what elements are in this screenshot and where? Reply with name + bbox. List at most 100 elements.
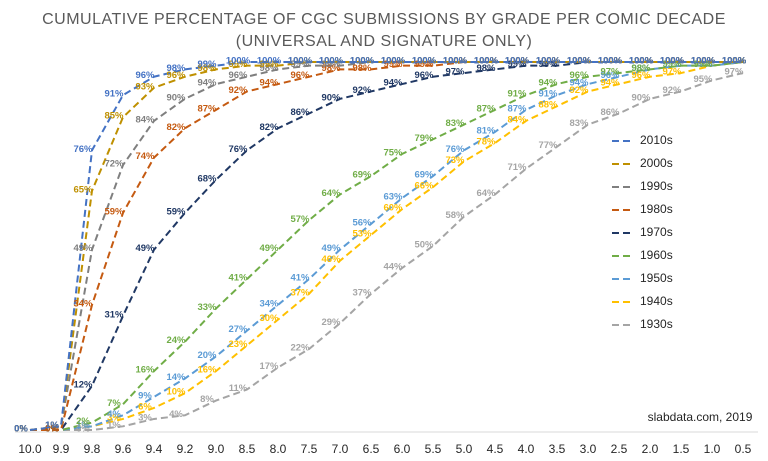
data-label: 100% <box>722 56 747 67</box>
data-label: 100% <box>691 56 716 67</box>
data-label: 100% <box>629 56 654 67</box>
data-label: 100% <box>629 56 654 67</box>
data-label: 0% <box>14 424 28 435</box>
data-label: 94% <box>197 78 217 89</box>
data-label: 100% <box>505 56 530 67</box>
x-tick-label: 2.0 <box>642 442 659 456</box>
data-label: 44% <box>383 262 403 273</box>
x-tick-label: 5.5 <box>425 442 442 456</box>
data-label: 100% <box>567 56 592 67</box>
data-label: 1% <box>76 420 90 431</box>
data-label: 0% <box>45 424 59 435</box>
data-label: 100% <box>567 56 592 67</box>
data-label: 94% <box>259 78 279 89</box>
x-tick-label: 3.0 <box>580 442 597 456</box>
x-tick-label: 0.5 <box>735 442 752 456</box>
data-label: 99% <box>414 59 434 70</box>
x-tick-label: 7.5 <box>301 442 318 456</box>
legend-label: 1990s <box>640 179 673 193</box>
data-label: 100% <box>443 56 468 67</box>
data-label: 100% <box>722 56 747 67</box>
data-label: 90% <box>321 92 341 103</box>
data-label: 10% <box>166 387 186 398</box>
x-tick-label: 7.0 <box>332 442 349 456</box>
data-label: 1% <box>107 420 121 431</box>
data-label: 100% <box>691 56 716 67</box>
source-note: slabdata.com, 2019 <box>648 410 753 424</box>
data-label: 98% <box>197 63 217 74</box>
data-label: 76% <box>73 144 93 155</box>
x-tick-label: 6.5 <box>363 442 380 456</box>
data-label: 100% <box>722 56 747 67</box>
data-label: 100% <box>691 56 716 67</box>
data-label: 23% <box>228 339 248 350</box>
data-label: 100% <box>598 56 623 67</box>
data-label: 0% <box>14 424 28 435</box>
data-label: 98% <box>631 63 651 74</box>
data-label: 22% <box>290 343 310 354</box>
data-label: 87% <box>507 103 527 114</box>
data-label: 95% <box>693 74 713 85</box>
x-tick-label: 3.5 <box>549 442 566 456</box>
data-label: 98% <box>476 63 496 74</box>
data-label: 100% <box>319 56 344 67</box>
data-label: 65% <box>73 184 93 195</box>
data-label: 81% <box>476 125 496 136</box>
data-label: 100% <box>722 56 747 67</box>
data-label: 11% <box>229 383 248 394</box>
x-tick-label: 2.5 <box>611 442 628 456</box>
data-label: 100% <box>660 56 685 67</box>
series-line <box>30 61 744 431</box>
data-label: 33% <box>197 302 217 313</box>
data-label: 100% <box>536 56 561 67</box>
data-label: 84% <box>135 114 155 125</box>
data-label: 90% <box>166 92 186 103</box>
legend-label: 1960s <box>640 248 673 262</box>
data-label: 98% <box>321 63 341 74</box>
data-label: 100% <box>474 56 499 67</box>
data-label: 60% <box>383 203 403 214</box>
data-label: 8% <box>200 394 214 405</box>
data-label: 100% <box>691 56 716 67</box>
data-label: 0% <box>45 424 59 435</box>
data-label: 1% <box>45 420 59 431</box>
data-label: 92% <box>662 85 682 96</box>
data-label: 97% <box>724 67 744 78</box>
data-label: 93% <box>135 81 155 92</box>
data-label: 3% <box>138 412 152 423</box>
data-label: 49% <box>73 243 93 254</box>
data-label: 99% <box>383 59 403 70</box>
data-label: 100% <box>288 56 313 67</box>
data-label: 100% <box>691 56 716 67</box>
data-label: 94% <box>569 78 589 89</box>
data-label: 3% <box>107 412 121 423</box>
data-label: 0% <box>45 424 59 435</box>
data-label: 100% <box>443 56 468 67</box>
data-label: 0% <box>14 424 28 435</box>
data-label: 100% <box>660 56 685 67</box>
data-label: 2% <box>76 416 90 427</box>
chart-title: CUMULATIVE PERCENTAGE OF CGC SUBMISSIONS… <box>42 11 726 28</box>
x-tick-label: 8.5 <box>239 442 256 456</box>
data-label: 100% <box>722 56 747 67</box>
data-label: 100% <box>722 56 747 67</box>
data-label: 100% <box>381 56 406 67</box>
data-label: 0% <box>14 424 28 435</box>
data-label: 59% <box>166 206 186 217</box>
data-label: 49% <box>135 243 155 254</box>
data-label: 37% <box>290 287 310 298</box>
x-tick-label: 9.8 <box>84 442 101 456</box>
data-label: 100% <box>381 56 406 67</box>
data-label: 96% <box>414 70 434 81</box>
data-label: 100% <box>505 56 530 67</box>
legend-label: 1950s <box>640 271 673 285</box>
legend-label: 1970s <box>640 225 673 239</box>
x-tick-label: 10.0 <box>18 442 42 456</box>
data-label: 74% <box>135 151 155 162</box>
data-label: 92% <box>352 85 372 96</box>
data-label: 100% <box>443 56 468 67</box>
data-label: 27% <box>228 324 248 335</box>
data-label: 100% <box>660 56 685 67</box>
